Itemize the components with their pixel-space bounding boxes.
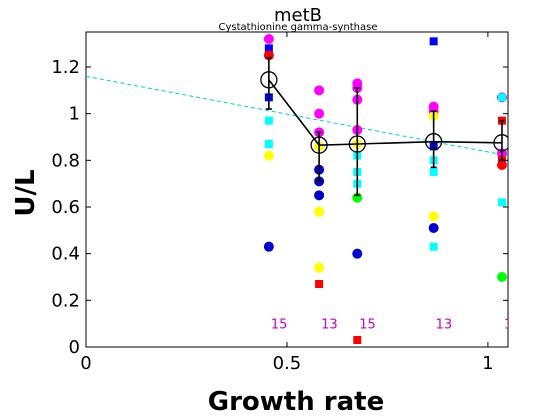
y-tick-label: 1.2 <box>51 57 80 78</box>
sample-count-label: 10 <box>504 318 521 333</box>
data-point-circle <box>496 160 507 170</box>
sample-count-label: 13 <box>321 318 338 333</box>
data-point-square <box>264 116 273 125</box>
data-point-square <box>497 93 506 102</box>
data-point-circle <box>428 211 439 222</box>
x-axis-label: Growth rate <box>208 387 384 417</box>
data-point-square <box>353 336 362 344</box>
chart-title: metB <box>274 5 322 26</box>
axes: 0 0.5 1 0 0.2 0.4 0.6 0.8 1 1.2 <box>51 32 508 374</box>
x-tick-label: 1 <box>482 353 493 374</box>
data-point-circle <box>352 248 363 259</box>
sample-count-label: 13 <box>436 318 453 333</box>
y-tick-label: 1 <box>69 104 80 125</box>
data-point-circle <box>314 262 325 273</box>
data-point-circle <box>428 223 439 233</box>
y-tick-label: 0.8 <box>51 150 80 171</box>
sample-count-label: 15 <box>271 318 288 333</box>
data-point-circle <box>496 272 507 282</box>
data-point-square <box>497 198 506 207</box>
data-point-circle <box>263 241 274 252</box>
x-tick-label: 0.5 <box>273 353 302 374</box>
data-point-circle <box>314 206 325 217</box>
data-point-square <box>429 242 438 251</box>
data-point-square <box>264 44 273 53</box>
mean-marker <box>424 133 443 151</box>
chart-subtitle: Cystathionine gamma-synthase <box>218 22 377 33</box>
y-tick-label: 0.2 <box>51 290 80 311</box>
y-tick-label: 0 <box>69 337 80 358</box>
y-tick-label: 0.4 <box>51 244 80 265</box>
data-point-circle <box>314 190 325 201</box>
plot-area <box>85 31 509 348</box>
mean-marker <box>260 71 278 89</box>
data-point-circle <box>263 34 274 44</box>
mean-marker <box>348 135 366 153</box>
plot-content: 15 13 15 13 10 <box>86 34 521 344</box>
x-tick-label: 0 <box>80 353 91 374</box>
data-point-circle <box>314 85 325 96</box>
y-tick-label: 0.6 <box>51 197 80 218</box>
data-point-square <box>315 280 324 288</box>
sample-count-label: 15 <box>359 318 376 333</box>
data-point-circle <box>263 150 274 161</box>
data-point-square <box>429 37 438 46</box>
mean-marker <box>310 136 328 154</box>
y-axis-label: U/L <box>11 169 41 216</box>
data-point-circle <box>314 108 325 119</box>
data-point-square <box>264 140 273 148</box>
data-point-square <box>429 168 438 176</box>
mean-marker <box>493 134 508 152</box>
